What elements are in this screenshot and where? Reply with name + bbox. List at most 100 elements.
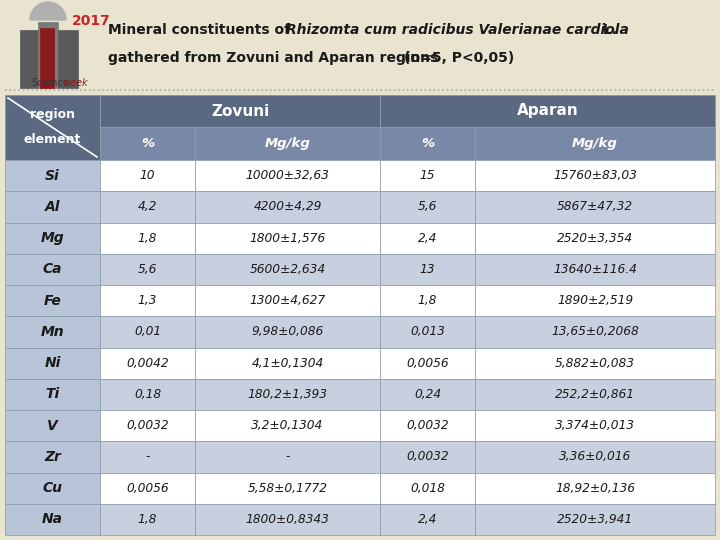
Bar (5, 222, 100, 254)
Text: 3,36±0,016: 3,36±0,016 (559, 450, 631, 463)
Text: Mineral constituents of: Mineral constituents of (108, 23, 295, 37)
Text: Zr: Zr (44, 450, 61, 464)
Text: 0,013: 0,013 (410, 326, 445, 339)
Bar (5, 472, 100, 504)
Text: 9,98±0,086: 9,98±0,086 (251, 326, 323, 339)
Bar (380, 285, 475, 316)
Text: 0,0056: 0,0056 (126, 482, 168, 495)
Bar (380, 472, 475, 504)
Bar (100, 285, 195, 316)
Bar (5, 441, 100, 472)
Bar (5, 285, 100, 316)
Text: Na: Na (42, 512, 63, 526)
Text: week: week (62, 78, 88, 88)
Text: 5600±2,634: 5600±2,634 (249, 263, 325, 276)
Text: 5867±47,32: 5867±47,32 (557, 200, 633, 213)
Bar (195, 254, 380, 285)
Bar (5, 504, 100, 535)
Bar (475, 254, 715, 285)
Text: 0,24: 0,24 (414, 388, 441, 401)
Text: Ni: Ni (45, 356, 60, 370)
Bar (5, 160, 100, 191)
Bar (20, 30, 38, 88)
Bar (100, 254, 195, 285)
Text: 1,3: 1,3 (138, 294, 157, 307)
Bar (195, 504, 380, 535)
Text: Si: Si (45, 168, 60, 183)
Bar (100, 441, 195, 472)
Bar (475, 379, 715, 410)
Bar (475, 285, 715, 316)
Bar (195, 410, 380, 441)
Bar (380, 95, 715, 127)
Bar (100, 127, 195, 160)
Text: 4200±4,29: 4200±4,29 (253, 200, 322, 213)
Bar (195, 160, 380, 191)
Text: element: element (24, 133, 81, 146)
Bar (100, 316, 195, 348)
Text: 0,18: 0,18 (134, 388, 161, 401)
Bar (195, 191, 380, 222)
Text: 4,2: 4,2 (138, 200, 157, 213)
Text: 1800±0,8343: 1800±0,8343 (246, 513, 330, 526)
Bar (195, 379, 380, 410)
Bar (380, 254, 475, 285)
Text: Zovuni: Zovuni (211, 104, 269, 118)
Text: %: % (141, 137, 154, 150)
Bar (380, 379, 475, 410)
Polygon shape (30, 2, 66, 20)
Bar (5, 254, 100, 285)
Bar (475, 504, 715, 535)
Bar (380, 410, 475, 441)
Text: 180,2±1,393: 180,2±1,393 (248, 388, 328, 401)
Text: 1,8: 1,8 (138, 513, 157, 526)
Bar (195, 222, 380, 254)
Text: 13640±116.4: 13640±116.4 (553, 263, 637, 276)
Bar (100, 348, 195, 379)
Text: 1300±4,627: 1300±4,627 (249, 294, 325, 307)
Text: 5,6: 5,6 (418, 200, 437, 213)
Text: 2520±3,941: 2520±3,941 (557, 513, 633, 526)
Text: 10000±32,63: 10000±32,63 (246, 169, 330, 182)
Text: 0,0032: 0,0032 (126, 419, 168, 432)
Bar (5, 348, 100, 379)
Bar (195, 472, 380, 504)
Text: Mg/kg: Mg/kg (572, 137, 618, 150)
Bar (100, 472, 195, 504)
Text: Aparan: Aparan (517, 104, 578, 118)
Text: %: % (421, 137, 434, 150)
Text: 0,018: 0,018 (410, 482, 445, 495)
Text: Mg: Mg (41, 231, 64, 245)
Text: 5,6: 5,6 (138, 263, 157, 276)
Text: 1,8: 1,8 (138, 232, 157, 245)
Text: 0,0032: 0,0032 (406, 450, 449, 463)
Text: 1,8: 1,8 (418, 294, 437, 307)
Text: 5,882±0,083: 5,882±0,083 (555, 356, 635, 369)
Bar (380, 504, 475, 535)
Bar (475, 160, 715, 191)
Text: (n=5, P<0,05): (n=5, P<0,05) (404, 51, 514, 65)
Bar (475, 222, 715, 254)
Bar (475, 127, 715, 160)
Bar (195, 127, 380, 160)
Bar (40, 28, 54, 88)
Bar (380, 222, 475, 254)
Bar (100, 191, 195, 222)
Bar (5, 316, 100, 348)
Text: V: V (47, 418, 58, 433)
Text: 2017: 2017 (72, 14, 111, 28)
Bar (475, 410, 715, 441)
Bar (475, 472, 715, 504)
Text: 18,92±0,136: 18,92±0,136 (555, 482, 635, 495)
Text: Rhizomta cum radicibus Valerianae cardiola: Rhizomta cum radicibus Valerianae cardio… (286, 23, 629, 37)
Text: 10: 10 (140, 169, 156, 182)
Text: L.: L. (598, 23, 617, 37)
Bar (380, 348, 475, 379)
Text: Mg/kg: Mg/kg (264, 137, 310, 150)
Text: Fe: Fe (44, 294, 61, 308)
Text: 15: 15 (420, 169, 436, 182)
Text: 3,2±0,1304: 3,2±0,1304 (251, 419, 323, 432)
Bar (5, 410, 100, 441)
Text: 5,58±0,1772: 5,58±0,1772 (248, 482, 328, 495)
Bar (380, 160, 475, 191)
